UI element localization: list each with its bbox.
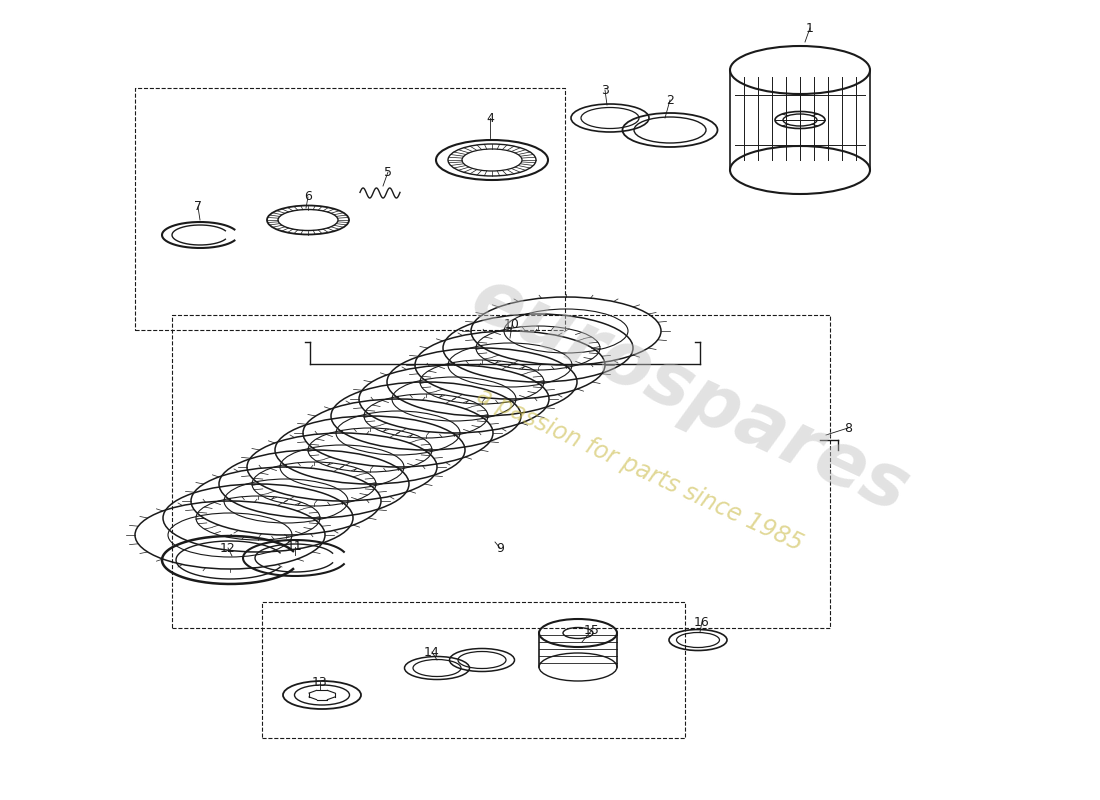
Text: 4: 4 (486, 111, 494, 125)
Text: 9: 9 (496, 542, 504, 554)
Text: 7: 7 (194, 201, 202, 214)
Text: 11: 11 (287, 541, 303, 554)
Text: 3: 3 (601, 83, 609, 97)
Text: 13: 13 (312, 675, 328, 689)
Text: 5: 5 (384, 166, 392, 178)
Text: 16: 16 (694, 615, 710, 629)
Text: 15: 15 (584, 623, 600, 637)
Text: 14: 14 (425, 646, 440, 658)
Text: 8: 8 (844, 422, 852, 434)
Text: 12: 12 (220, 542, 235, 554)
Text: 2: 2 (667, 94, 674, 106)
Text: a passion for parts since 1985: a passion for parts since 1985 (473, 384, 806, 556)
Text: 10: 10 (504, 318, 520, 331)
Text: 1: 1 (806, 22, 814, 34)
Text: 6: 6 (304, 190, 312, 203)
Text: eurospares: eurospares (460, 262, 921, 528)
